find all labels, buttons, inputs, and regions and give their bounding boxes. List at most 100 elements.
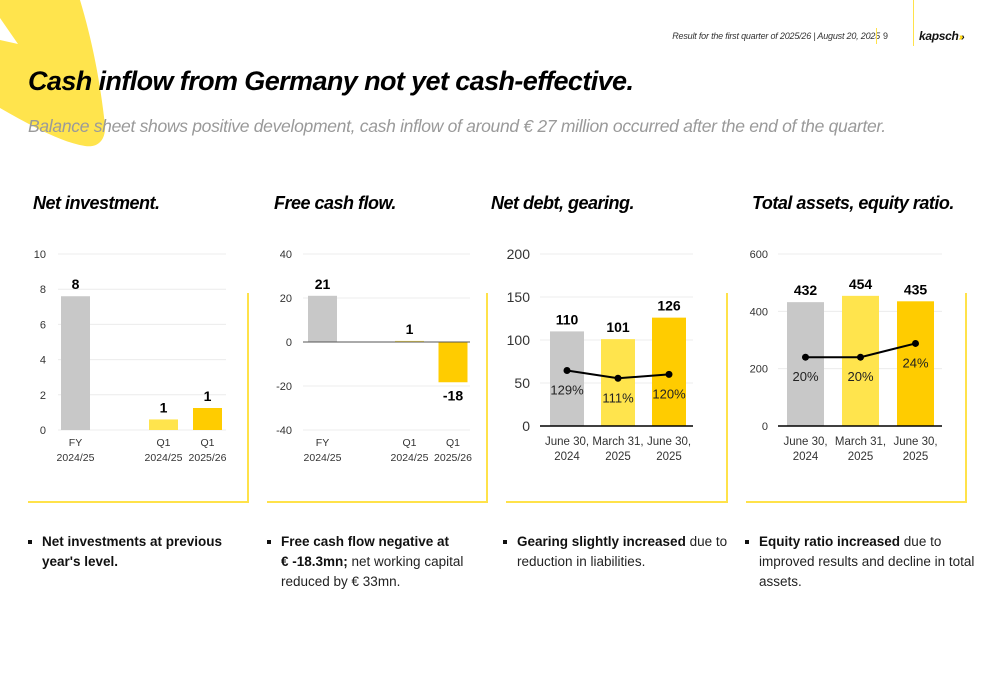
logo-text: kapsch [919,29,959,43]
bar-data-label: 110 [556,311,579,327]
bullet-bold-text: Net investments at previous [42,534,223,549]
y-tick-label: 0 [762,421,768,433]
section-title-total-assets: Total assets, equity ratio. [752,193,954,213]
bar-data-label: 1 [204,388,212,404]
line-point [912,339,919,347]
y-tick-label: 0 [40,425,46,437]
y-tick-label: 100 [507,332,531,348]
bullet-marker [28,540,32,544]
x-category-label: June 30, [893,436,937,448]
x-category-label: 2025 [848,451,874,463]
x-category-label: June 30, [545,436,589,448]
line-data-label: 120% [652,386,686,401]
bar-data-label: 21 [315,276,331,292]
y-tick-label: 600 [750,249,768,261]
bullet-bold-text: Gearing slightly increased [517,534,686,549]
bar-1 [61,296,90,430]
line-point [614,374,622,382]
x-category-label: Q1 [446,437,460,449]
page-title: Cash inflow from Germany not yet cash-ef… [28,66,634,96]
line-point [857,353,864,361]
bar-2 [395,340,424,342]
bar-data-label: 435 [904,281,928,297]
bullet-text: improved results and decline in total [759,554,975,569]
page-number: 9 [883,31,889,41]
frame-border [746,501,967,503]
y-tick-label: 200 [750,364,768,376]
page-subtitle: Balance sheet shows positive development… [28,116,886,136]
x-category-label: Q1 [200,437,214,449]
x-category-label: FY [316,437,329,449]
frame-border [965,293,967,503]
y-tick-label: 10 [34,249,46,261]
section-title-free-cash-flow: Free cash flow. [274,193,396,213]
x-category-label: 2024 [554,451,580,463]
y-tick-label: 6 [40,319,46,331]
bar-data-label: 101 [606,319,630,335]
header-divider [913,0,914,46]
line-data-label: 24% [902,355,928,370]
y-tick-label: 2 [40,390,46,402]
section-title-net-investment: Net investment. [33,193,160,213]
frame-border [486,293,488,503]
line-data-label: 111% [602,390,634,405]
bar-data-label: 1 [160,399,168,415]
y-tick-label: 150 [507,289,531,305]
bar-1 [787,302,824,426]
frame-border [247,293,249,503]
bar-data-label: 454 [849,276,873,292]
frame-border [28,501,249,503]
x-category-label: June 30, [783,436,827,448]
bar-data-label: 126 [657,298,681,314]
presentation-meta: Result for the first quarter of 2025/26 … [672,31,880,41]
bar-1 [550,331,584,426]
line-data-label: 20% [792,369,818,384]
x-category-label: 2025/26 [434,452,472,464]
bullet-bold-text: Equity ratio increased [759,534,901,549]
bar-3 [897,301,934,426]
x-category-label: 2024 [793,451,819,463]
line-point [563,367,571,375]
x-category-label: 2024/25 [391,452,429,464]
line-data-label: 129% [550,383,584,398]
y-tick-label: 4 [40,355,46,367]
x-category-label: June 30, [647,436,691,448]
bar-3 [193,408,222,430]
x-category-label: 2024/25 [145,452,183,464]
section-title-net-debt: Net debt, gearing. [491,193,635,213]
y-tick-label: 0 [286,337,292,349]
y-tick-label: -20 [276,381,292,393]
x-category-label: 2024/25 [304,452,342,464]
y-tick-label: 200 [507,246,531,262]
line-point [802,353,809,361]
bullet-text: due to [685,534,728,549]
x-category-label: 2025 [903,451,929,463]
line-point [665,370,673,378]
bullet-bold-text: year's level. [42,554,119,569]
bar-1 [308,295,337,342]
bar-3 [438,342,468,383]
bar-2 [149,419,178,430]
x-category-label: 2024/25 [57,452,95,464]
frame-border [726,293,728,503]
line-data-label: 20% [847,369,873,384]
bullet-bold-text: € -18.3mn; [281,554,348,569]
y-tick-label: -40 [276,425,292,437]
y-tick-label: 0 [522,418,530,434]
x-category-label: FY [69,437,82,449]
bullet-marker [745,540,749,544]
brand-swoosh-shape [0,0,106,147]
x-category-label: March 31, [592,436,643,448]
bullet-text: due to [900,534,942,549]
x-category-label: 2025/26 [189,452,227,464]
x-category-label: 2025 [656,451,682,463]
bullet-text: assets. [759,574,802,589]
y-tick-label: 400 [750,306,768,318]
bar-data-label: 8 [72,276,80,292]
y-tick-label: 8 [40,284,46,296]
y-tick-label: 40 [280,249,292,261]
bullet-text: reduction in liabilities. [517,554,646,569]
bar-data-label: 432 [794,282,818,298]
